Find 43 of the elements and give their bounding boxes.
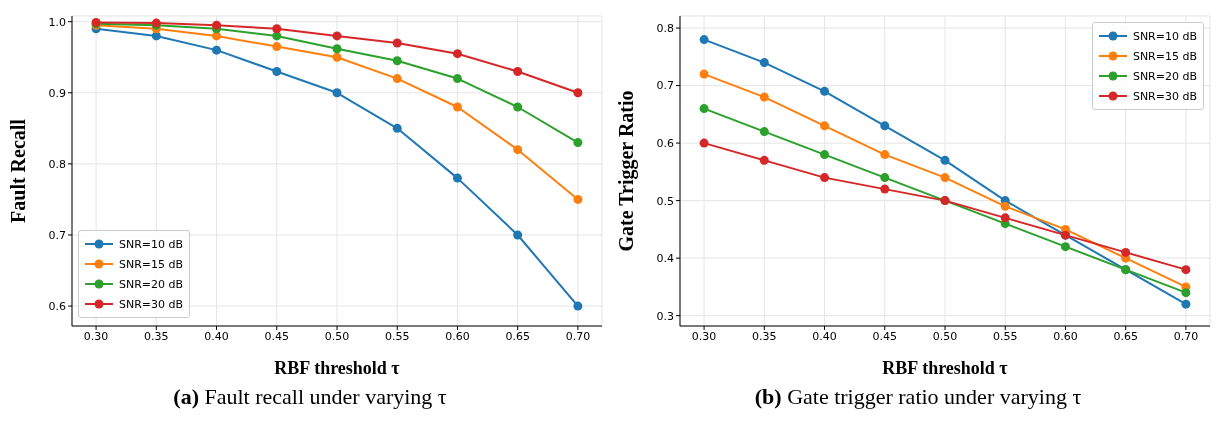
legend-label: SNR=15 dB (1132, 49, 1197, 63)
x-tick-label: 0.60 (445, 329, 470, 343)
y-tick-label: 0.7 (656, 79, 674, 93)
x-tick-label: 0.65 (505, 329, 530, 343)
x-tick-label: 0.55 (384, 329, 410, 343)
y-tick-label: 0.6 (656, 137, 674, 151)
y-tick-label: 0.8 (48, 157, 66, 171)
y-axis-title: Fault Recall (7, 118, 30, 223)
y-axis-title: Gate Trigger Ratio (615, 90, 639, 252)
legend-label: SNR=30 dB (119, 297, 184, 311)
y-tick-label: 0.5 (656, 194, 674, 208)
legend-label: SNR=20 dB (119, 277, 184, 291)
y-tick-label: 0.7 (48, 228, 66, 242)
text: (b) Gate trigger ratio under varying τ (753, 384, 1083, 410)
legend-label: SNR=15 dB (119, 257, 184, 271)
x-axis-title: RBF threshold τ (882, 358, 1009, 378)
y-tick-label: 0.8 (656, 21, 674, 35)
x-tick-label: 0.35 (752, 329, 777, 343)
x-tick-label: 0.40 (204, 329, 229, 343)
x-tick-label: 0.70 (565, 329, 591, 343)
legend-label: SNR=20 dB (1132, 69, 1197, 83)
y-tick-label: 1.0 (48, 15, 66, 29)
y-tick-label: 0.3 (656, 309, 674, 323)
legend-label: SNR=10 dB (1132, 29, 1197, 43)
x-tick-label: 0.35 (144, 329, 169, 343)
legend-label: SNR=30 dB (1132, 89, 1197, 103)
x-tick-label: 0.30 (83, 329, 109, 343)
x-tick-label: 0.70 (1173, 329, 1199, 343)
x-tick-label: 0.40 (812, 329, 837, 343)
text: (a) Fault recall under varying τ (172, 384, 448, 410)
legend-label: SNR=10 dB (119, 237, 184, 251)
y-tick-label: 0.4 (656, 252, 674, 266)
x-axis-title: RBF threshold τ (274, 358, 401, 378)
x-tick-label: 0.30 (691, 329, 717, 343)
x-tick-label: 0.65 (1113, 329, 1138, 343)
x-tick-label: 0.60 (1053, 329, 1078, 343)
y-tick-label: 0.6 (48, 300, 66, 313)
x-tick-label: 0.55 (992, 329, 1018, 343)
y-tick-label: 0.9 (48, 86, 66, 100)
x-tick-label: 0.45 (264, 329, 290, 343)
x-tick-label: 0.45 (872, 329, 898, 343)
x-tick-label: 0.50 (324, 329, 350, 343)
x-tick-label: 0.50 (932, 329, 958, 343)
